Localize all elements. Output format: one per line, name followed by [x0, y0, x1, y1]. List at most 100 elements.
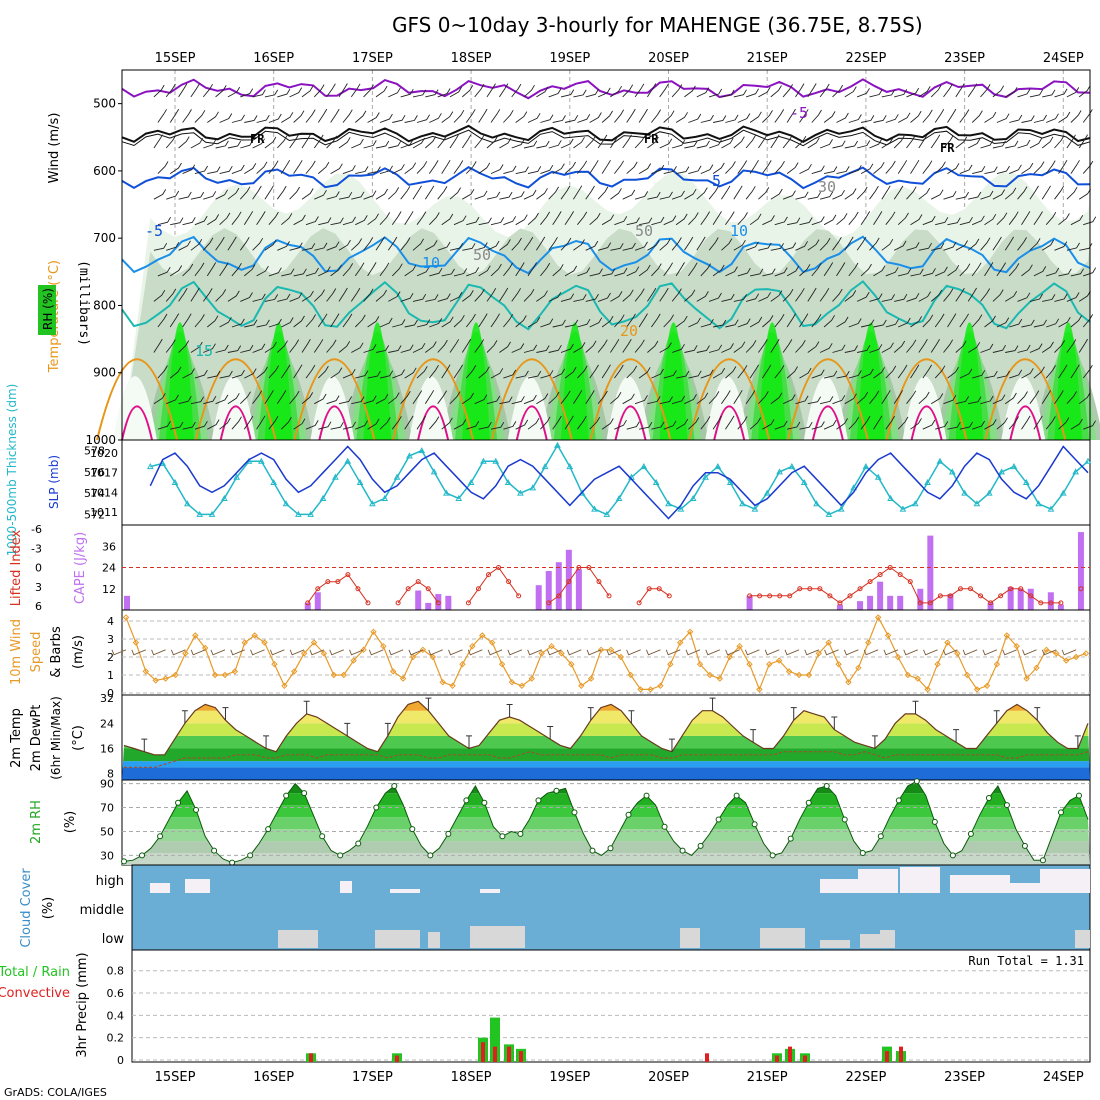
wind-barb	[758, 187, 770, 200]
lifted-index-marker	[968, 586, 973, 592]
surface-wind-barb	[883, 649, 899, 656]
date-label-top: 22SEP	[845, 51, 886, 66]
wind-barb	[647, 191, 661, 200]
rh-marker	[823, 782, 830, 789]
wind-barb	[696, 140, 710, 149]
wind-barb	[844, 86, 857, 98]
surface-wind-barb	[923, 649, 938, 656]
wind-barb	[429, 267, 443, 277]
wind-barb	[725, 114, 739, 123]
rh-marker	[895, 797, 902, 804]
wind-barb	[203, 191, 217, 200]
lifted-index-marker	[465, 600, 471, 606]
surface-wind-barb	[408, 649, 424, 656]
wind-barb	[194, 262, 205, 277]
cloud-low-block	[820, 940, 850, 948]
wind-barb	[1021, 115, 1035, 123]
rh-marker	[661, 823, 668, 830]
wind-barb	[811, 262, 822, 277]
wind-speed-marker	[1082, 650, 1090, 657]
rh-tick-label: 50	[100, 825, 114, 838]
wind-speed-marker	[578, 682, 585, 690]
wind-barb	[404, 211, 414, 225]
wind-barb	[367, 166, 381, 175]
wind-barb	[219, 417, 231, 430]
wind-barb	[663, 370, 677, 379]
wind-barb	[1070, 418, 1083, 430]
thickness-tick-label: 572	[84, 508, 105, 521]
wind-barb	[1066, 292, 1080, 302]
wind-barb	[749, 111, 762, 123]
wind-barb	[696, 87, 710, 98]
wind-speed-marker	[271, 660, 278, 668]
wind-barb	[305, 216, 319, 226]
cloud-panel-frame	[131, 864, 1091, 951]
wind-barb	[733, 239, 746, 251]
precip-convective-bar	[481, 1042, 485, 1062]
rh-marker	[427, 852, 434, 859]
li-tick-label: 6	[35, 600, 42, 613]
wind-speed-marker	[310, 639, 318, 646]
precip-total-label: Total / Rain	[0, 965, 70, 980]
temp-contour-25	[713, 405, 746, 441]
wind-barb	[293, 110, 305, 123]
wind-barb	[404, 162, 417, 174]
wind-barb	[552, 211, 562, 225]
wind-speed-marker	[716, 675, 724, 682]
wind-barb	[577, 113, 591, 123]
rh-marker	[481, 799, 488, 806]
lifted-index-marker	[556, 593, 562, 599]
wind-barb	[943, 190, 957, 200]
wind-barb	[392, 319, 406, 328]
contour-label: 5	[712, 172, 721, 190]
lifted-index-marker	[586, 565, 592, 570]
wind-speed-marker	[934, 660, 941, 668]
wind-barb	[745, 186, 756, 200]
thickness-tick-label: 574	[84, 487, 105, 500]
wind-barb	[437, 186, 448, 200]
wind-speed-marker	[350, 657, 357, 664]
cloud-low-block	[1075, 930, 1090, 948]
wind-speed-marker	[1033, 664, 1040, 672]
wind-barb	[375, 236, 385, 251]
lifted-index-marker	[435, 600, 441, 606]
wind-barb	[314, 189, 327, 200]
wind-barb	[955, 240, 968, 251]
thickness-line-marker	[1035, 500, 1042, 507]
precip-convective-bar	[493, 1046, 497, 1062]
wind-barb	[1058, 268, 1072, 277]
wind-speed-marker	[291, 668, 298, 675]
thickness-line-marker	[504, 478, 512, 485]
wind-barb	[305, 267, 319, 277]
wind-barb	[474, 394, 488, 405]
thickness-line-marker	[319, 494, 327, 501]
wind-barb	[387, 187, 400, 200]
wind-barb	[289, 390, 300, 404]
slp-tick-label: 1014	[90, 486, 118, 499]
date-label-top: 15SEP	[155, 51, 196, 66]
wind-barb	[745, 293, 760, 302]
precip-convective-bar	[788, 1046, 792, 1062]
wind-barb	[552, 415, 562, 430]
wind-barb	[906, 242, 920, 251]
precip-tick-label: 0.6	[107, 987, 125, 1000]
wind-barb	[351, 191, 365, 200]
wind-barb	[639, 217, 653, 226]
wind-barb	[786, 366, 798, 379]
wind-barb	[244, 319, 258, 328]
temp-contour-20	[786, 358, 869, 441]
wind-barb	[651, 421, 665, 430]
wind-barb	[1021, 319, 1035, 328]
wind-barb	[363, 344, 377, 353]
wind-barb	[725, 266, 738, 277]
wind-barb	[428, 160, 439, 174]
lifted-index-marker	[797, 586, 803, 592]
wind-barb	[400, 390, 411, 404]
wind-barb	[449, 242, 464, 251]
cape-bar	[575, 569, 582, 610]
wind-barb	[367, 370, 381, 379]
wind-barb	[449, 391, 461, 405]
wind-speed-marker	[281, 682, 288, 690]
wind-barb	[700, 369, 714, 379]
thickness-line-marker	[344, 457, 352, 464]
